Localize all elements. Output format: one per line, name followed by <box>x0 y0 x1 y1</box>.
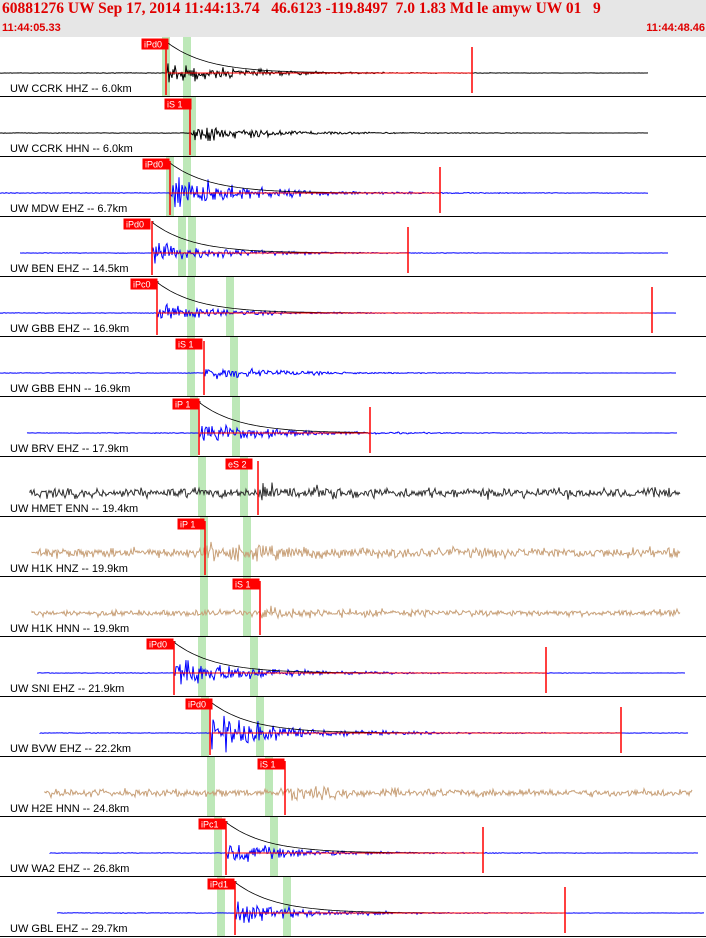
phase-pick-box <box>198 818 226 830</box>
coda-fit-curve <box>174 641 543 674</box>
waveform-trace <box>0 302 677 319</box>
coda-fit-curve <box>169 161 438 194</box>
station-label: UW H2E HNN -- 24.8km <box>10 803 129 815</box>
waveform-trace <box>31 541 681 562</box>
station-label: UW CCRK HHN -- 6.0km <box>10 143 133 155</box>
coda-fit-curve <box>167 41 472 74</box>
phase-pick-label: iPd0 <box>145 160 163 170</box>
phase-pick-box <box>177 518 205 530</box>
waveform-trace <box>31 605 681 620</box>
phase-pick-box <box>146 638 174 650</box>
waveform-trace <box>0 367 676 380</box>
phase-pick-label: iS 1 <box>235 580 251 590</box>
phase-pick-label: iPc1 <box>201 820 219 830</box>
phase-pick-label: iPc0 <box>133 280 151 290</box>
phase-pick-box <box>142 158 170 170</box>
phase-pick-box <box>175 338 203 350</box>
phase-pick-box <box>164 98 192 110</box>
station-label: UW H1K HNN -- 19.9km <box>10 623 129 635</box>
seismogram-panel: iPd0 UW CCRK HHZ -- 6.0km iS 1 UW CCRK HHN … <box>0 37 706 938</box>
phase-pick-label: iPd0 <box>188 700 206 710</box>
coda-fit-curve <box>199 401 369 433</box>
waveform-trace <box>36 660 685 685</box>
station-label: UW BEN EHZ -- 14.5km <box>10 263 129 275</box>
phase-pick-label: iPd0 <box>126 220 144 230</box>
waveform-trace <box>44 785 693 802</box>
phase-pick-label: iP 1 <box>180 520 195 530</box>
event-title: 60881276 UW Sep 17, 2014 11:44:13.74 46.… <box>2 0 601 17</box>
waveform-trace <box>0 177 649 208</box>
station-label: UW CCRK HHZ -- 6.0km <box>10 83 132 95</box>
station-label: UW SNI EHZ -- 21.9km <box>10 683 124 695</box>
event-header: 60881276 UW Sep 17, 2014 11:44:13.74 46.… <box>0 0 706 37</box>
phase-pick-box <box>232 578 260 590</box>
phase-pick-box <box>257 758 285 770</box>
phase-pick-label: iS 1 <box>167 100 183 110</box>
station-label: UW GBB EHZ -- 16.9km <box>10 323 129 335</box>
phase-pick-box <box>185 698 213 710</box>
phase-pick-label: iS 1 <box>260 760 276 770</box>
station-label: UW GBB EHN -- 16.9km <box>10 383 130 395</box>
end-time: 11:44:48.46 <box>646 22 705 34</box>
waveform-trace <box>39 715 689 753</box>
phase-pick-label: iPd1 <box>210 880 228 890</box>
phase-pick-box <box>130 278 158 290</box>
station-label: UW HMET ENN -- 19.4km <box>10 503 138 515</box>
station-label: UW BVW EHZ -- 22.2km <box>10 743 131 755</box>
waveform-trace <box>0 126 648 141</box>
waveform-trace <box>29 482 681 501</box>
start-time: 11:44:05.33 <box>2 22 61 34</box>
phase-pick-box <box>141 38 169 50</box>
p-window-band <box>162 37 225 937</box>
station-label: UW H1K HNZ -- 19.9km <box>10 563 128 575</box>
phase-pick-label: iS 1 <box>178 340 194 350</box>
phase-pick-label: eS 2 <box>228 460 247 470</box>
station-label: UW BRV EHZ -- 17.9km <box>10 443 128 455</box>
coda-fit-curve <box>226 821 484 854</box>
phase-pick-box <box>225 458 253 470</box>
station-label: UW MDW EHZ -- 6.7km <box>10 203 127 215</box>
phase-pick-box <box>172 398 200 410</box>
phase-pick-label: iPd0 <box>144 40 162 50</box>
station-label: UW WA2 EHZ -- 26.8km <box>10 863 129 875</box>
s-window-band <box>183 37 291 937</box>
phase-pick-box <box>207 878 235 890</box>
seismogram-svg: iPd0 UW CCRK HHZ -- 6.0km iS 1 UW CCRK HHN … <box>0 37 706 937</box>
phase-pick-label: iP 1 <box>175 400 190 410</box>
station-label: UW GBL EHZ -- 29.7km <box>10 923 128 935</box>
phase-pick-box <box>123 218 151 230</box>
phase-pick-label: iPd0 <box>149 640 167 650</box>
